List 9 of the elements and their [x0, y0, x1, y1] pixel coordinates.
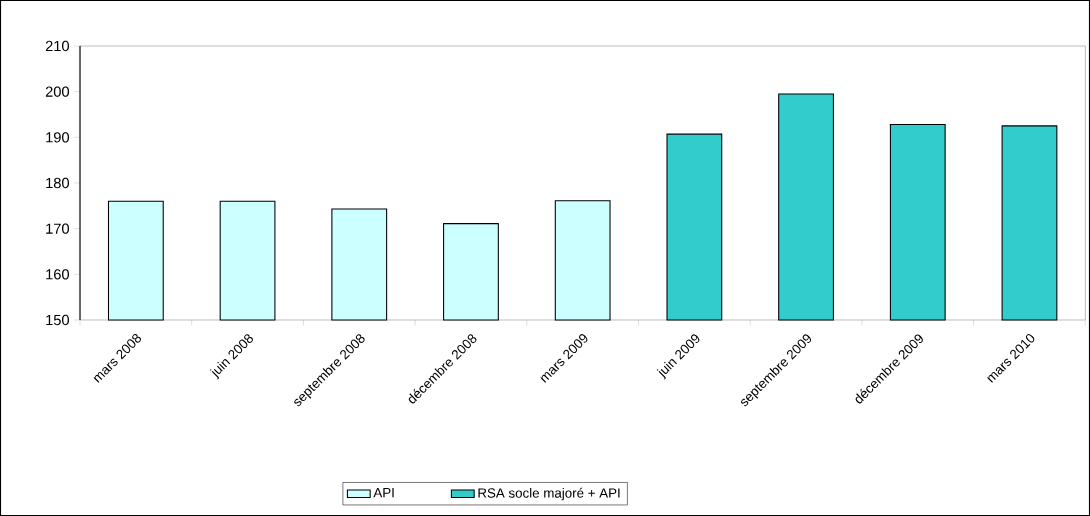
y-tick-label: 190: [46, 132, 70, 143]
y-tick-label: 160: [46, 269, 70, 280]
legend-label: RSA socle majoré + API: [478, 487, 620, 501]
y-tick-label: 210: [45, 40, 70, 52]
legend-label: API: [373, 488, 394, 498]
y-tick-label: 180: [46, 177, 70, 189]
y-tick-label: 170: [46, 223, 70, 234]
y-tick-label: 150: [46, 314, 70, 326]
y-tick-label: 200: [45, 86, 70, 97]
